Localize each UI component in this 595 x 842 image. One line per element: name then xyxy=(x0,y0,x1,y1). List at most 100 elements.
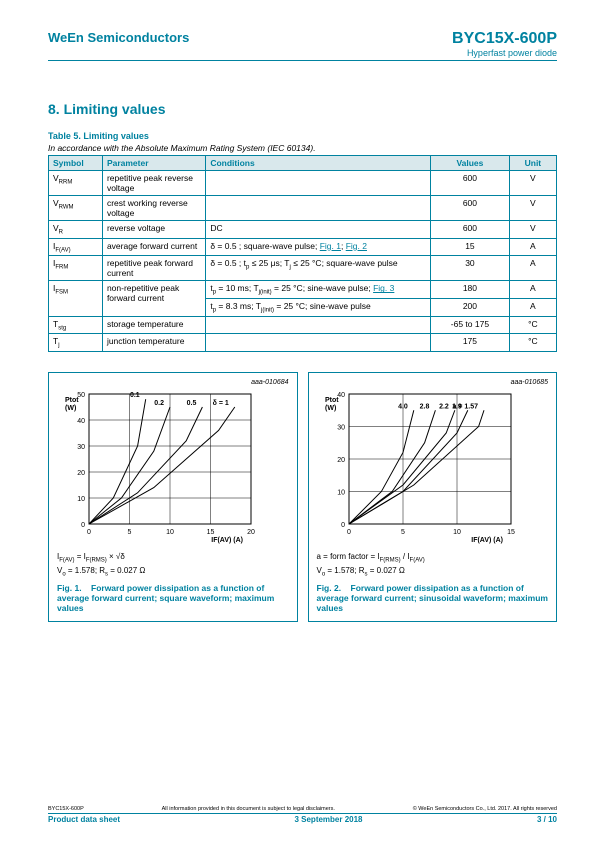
unit-cell: V xyxy=(509,196,556,221)
value-cell: 200 xyxy=(431,299,510,317)
svg-text:10: 10 xyxy=(166,529,174,536)
svg-text:Ptot: Ptot xyxy=(65,397,79,404)
svg-text:20: 20 xyxy=(77,470,85,477)
cond-cell xyxy=(206,196,431,221)
value-cell: 30 xyxy=(431,256,510,281)
unit-cell: A xyxy=(509,281,556,299)
unit-cell: °C xyxy=(509,334,556,352)
unit-cell: A xyxy=(509,299,556,317)
svg-text:2.2: 2.2 xyxy=(439,403,449,410)
svg-text:0.2: 0.2 xyxy=(154,400,164,407)
svg-text:0: 0 xyxy=(81,522,85,529)
value-cell: 600 xyxy=(431,196,510,221)
footer-disclaimer: All information provided in this documen… xyxy=(162,806,335,812)
symbol-cell: Tstg xyxy=(49,316,103,334)
value-cell: 600 xyxy=(431,171,510,196)
cond-cell: δ = 0.5 ; square-wave pulse; Fig. 1; Fig… xyxy=(206,238,431,256)
symbol-cell: IF(AV) xyxy=(49,238,103,256)
footer-date: 3 September 2018 xyxy=(294,815,362,824)
figure-equations: a = form factor = IF(RMS) / IF(AV)Vo = 1… xyxy=(317,552,549,579)
company-name: WeEn Semiconductors xyxy=(48,30,189,45)
symbol-cell: VR xyxy=(49,221,103,239)
limiting-values-table: SymbolParameterConditionsValuesUnit VRRM… xyxy=(48,155,557,352)
svg-text:a = 1.57: a = 1.57 xyxy=(452,403,478,410)
value-cell: 180 xyxy=(431,281,510,299)
param-cell: repetitive peak forward current xyxy=(102,256,205,281)
cond-cell xyxy=(206,316,431,334)
fig-link[interactable]: Fig. 3 xyxy=(373,283,394,293)
unit-cell: A xyxy=(509,256,556,281)
param-cell: junction temperature xyxy=(102,334,205,352)
unit-cell: V xyxy=(509,221,556,239)
value-cell: -65 to 175 xyxy=(431,316,510,334)
svg-text:30: 30 xyxy=(337,425,345,432)
footer-pagenum: 3 / 10 xyxy=(537,815,557,824)
symbol-cell: Tj xyxy=(49,334,103,352)
figure-id: aaa-010684 xyxy=(57,379,289,386)
value-cell: 175 xyxy=(431,334,510,352)
figure-id: aaa-010685 xyxy=(317,379,549,386)
unit-cell: V xyxy=(509,171,556,196)
chart-svg: 0102030400510154.02.82.21.9a = 1.57Ptot(… xyxy=(317,386,517,546)
footer-top: BYC15X-600P All information provided in … xyxy=(48,806,557,814)
chart-svg: 01020304050051015200.10.20.5δ = 1Ptot(W)… xyxy=(57,386,257,546)
svg-text:δ = 1: δ = 1 xyxy=(213,400,229,407)
section-title: 8. Limiting values xyxy=(48,101,557,117)
unit-cell: A xyxy=(509,238,556,256)
fig-link[interactable]: Fig. 1 xyxy=(320,241,341,251)
figure-box: aaa-01068401020304050051015200.10.20.5δ … xyxy=(48,372,298,622)
part-number: BYC15X-600P xyxy=(452,30,557,48)
header-right: BYC15X-600P Hyperfast power diode xyxy=(452,30,557,58)
svg-text:10: 10 xyxy=(77,496,85,503)
svg-text:Ptot: Ptot xyxy=(325,397,339,404)
figure-equations: IF(AV) = IF(RMS) × √δVo = 1.578; Rs = 0.… xyxy=(57,552,289,579)
svg-text:4.0: 4.0 xyxy=(398,403,408,410)
page-footer: BYC15X-600P All information provided in … xyxy=(48,806,557,824)
unit-cell: °C xyxy=(509,316,556,334)
table-caption: In accordance with the Absolute Maximum … xyxy=(48,143,557,153)
fig-link[interactable]: Fig. 2 xyxy=(346,241,367,251)
header-rule xyxy=(48,60,557,61)
cond-cell xyxy=(206,171,431,196)
cond-cell: tp = 10 ms; Tj(init) = 25 °C; sine-wave … xyxy=(206,281,431,299)
cond-cell: tp = 8.3 ms; Tj(init) = 25 °C; sine-wave… xyxy=(206,299,431,317)
svg-text:10: 10 xyxy=(337,490,345,497)
cond-cell: DC xyxy=(206,221,431,239)
svg-text:IF(AV) (A): IF(AV) (A) xyxy=(471,537,503,544)
page: WeEn Semiconductors BYC15X-600P Hyperfas… xyxy=(0,0,595,842)
svg-text:30: 30 xyxy=(77,444,85,451)
symbol-cell: VRWM xyxy=(49,196,103,221)
param-cell: repetitive peak reverse voltage xyxy=(102,171,205,196)
footer-doctype: Product data sheet xyxy=(48,815,120,824)
value-cell: 600 xyxy=(431,221,510,239)
page-header: WeEn Semiconductors BYC15X-600P Hyperfas… xyxy=(48,30,557,58)
figure-caption: Fig. 1.Forward power dissipation as a fu… xyxy=(57,583,289,613)
param-cell: crest working reverse voltage xyxy=(102,196,205,221)
symbol-cell: VRRM xyxy=(49,171,103,196)
table-title: Table 5. Limiting values xyxy=(48,131,557,141)
svg-text:0: 0 xyxy=(87,529,91,536)
param-cell: average forward current xyxy=(102,238,205,256)
figure-box: aaa-0106850102030400510154.02.82.21.9a =… xyxy=(308,372,558,622)
figure-caption: Fig. 2.Forward power dissipation as a fu… xyxy=(317,583,549,613)
footer-partno: BYC15X-600P xyxy=(48,806,84,812)
cond-cell: δ = 0.5 ; tp ≤ 25 μs; Tj ≤ 25 °C; square… xyxy=(206,256,431,281)
footer-copyright: © WeEn Semiconductors Co., Ltd. 2017. Al… xyxy=(413,806,557,812)
symbol-cell: IFRM xyxy=(49,256,103,281)
part-subtitle: Hyperfast power diode xyxy=(452,48,557,58)
cond-cell xyxy=(206,334,431,352)
svg-text:0: 0 xyxy=(347,529,351,536)
value-cell: 15 xyxy=(431,238,510,256)
param-cell: reverse voltage xyxy=(102,221,205,239)
svg-text:15: 15 xyxy=(207,529,215,536)
svg-text:IF(AV) (A): IF(AV) (A) xyxy=(211,537,243,544)
svg-text:0.1: 0.1 xyxy=(130,392,140,399)
svg-text:20: 20 xyxy=(337,457,345,464)
param-cell: storage temperature xyxy=(102,316,205,334)
svg-text:0: 0 xyxy=(341,522,345,529)
svg-text:5: 5 xyxy=(401,529,405,536)
symbol-cell: IFSM xyxy=(49,281,103,316)
svg-text:40: 40 xyxy=(77,418,85,425)
svg-text:(W): (W) xyxy=(325,405,336,412)
svg-text:5: 5 xyxy=(128,529,132,536)
